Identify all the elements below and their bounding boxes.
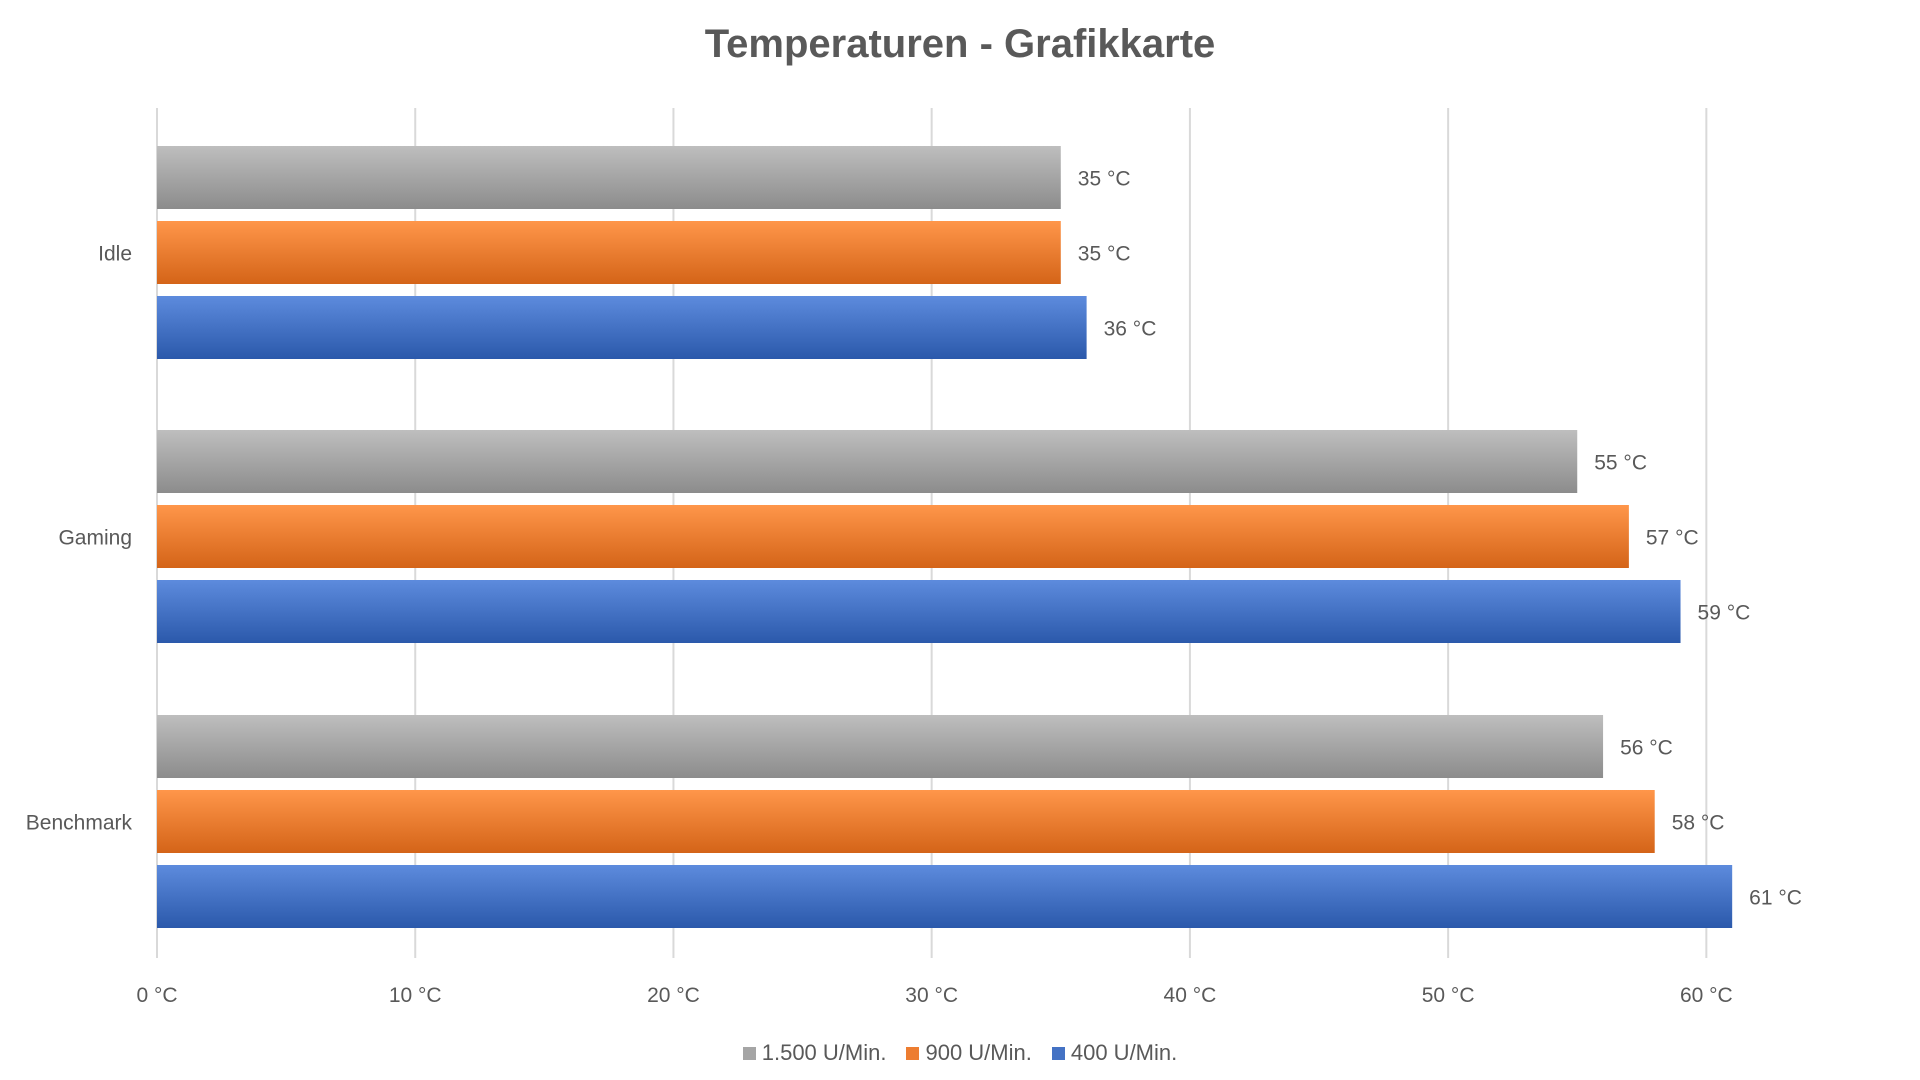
- data-label: 57 °C: [1646, 527, 1699, 550]
- x-tick-label: 40 °C: [1164, 984, 1217, 1007]
- data-label: 56 °C: [1620, 737, 1673, 760]
- data-label: 61 °C: [1749, 887, 1802, 910]
- legend-swatch: [906, 1046, 920, 1060]
- bar-idle-series-2: [157, 296, 1087, 359]
- bar-benchmark-series-1: [157, 790, 1655, 853]
- plot-area: 0 °C 10 °C 20 °C 30 °C 40 °C 50 °C 60 °C 35 °C 3…: [26, 108, 1802, 1007]
- x-tick-label: 50 °C: [1422, 984, 1475, 1007]
- legend-label: 1.500 U/Min.: [761, 1040, 887, 1065]
- data-label: 58 °C: [1672, 812, 1725, 835]
- x-tick-label: 20 °C: [647, 984, 700, 1007]
- x-tick-label: 0 °C: [136, 984, 177, 1007]
- bar-gaming-series-0: [157, 430, 1578, 493]
- data-label: 35 °C: [1078, 243, 1131, 266]
- legend: 1.500 U/Min. 900 U/Min. 400 U/Min.: [0, 1040, 1920, 1066]
- bar-benchmark-series-2: [157, 865, 1733, 928]
- x-tick-label: 60 °C: [1680, 984, 1733, 1007]
- category-label-benchmark: Benchmark: [26, 812, 133, 835]
- data-label: 55 °C: [1594, 452, 1647, 475]
- category-label-gaming: Gaming: [58, 527, 132, 550]
- legend-item: 400 U/Min.: [1051, 1040, 1178, 1066]
- data-label: 35 °C: [1078, 168, 1131, 191]
- bar-idle-series-1: [157, 221, 1061, 284]
- legend-swatch: [742, 1046, 756, 1060]
- chart-title: Temperaturen - Grafikkarte: [704, 22, 1216, 66]
- legend-label: 400 U/Min.: [1070, 1040, 1178, 1065]
- data-label: 36 °C: [1104, 318, 1157, 341]
- category-label-idle: Idle: [98, 243, 132, 266]
- data-label: 59 °C: [1698, 602, 1751, 625]
- bar-idle-series-0: [157, 146, 1061, 209]
- bar-gaming-series-1: [157, 505, 1629, 568]
- x-tick-label: 10 °C: [389, 984, 442, 1007]
- legend-label: 900 U/Min.: [925, 1040, 1032, 1065]
- bar-gaming-series-2: [157, 580, 1681, 643]
- bar-benchmark-series-0: [157, 715, 1604, 778]
- legend-swatch: [1051, 1046, 1065, 1060]
- legend-item: 1.500 U/Min.: [742, 1040, 887, 1066]
- legend-item: 900 U/Min.: [906, 1040, 1032, 1066]
- x-tick-label: 30 °C: [905, 984, 958, 1007]
